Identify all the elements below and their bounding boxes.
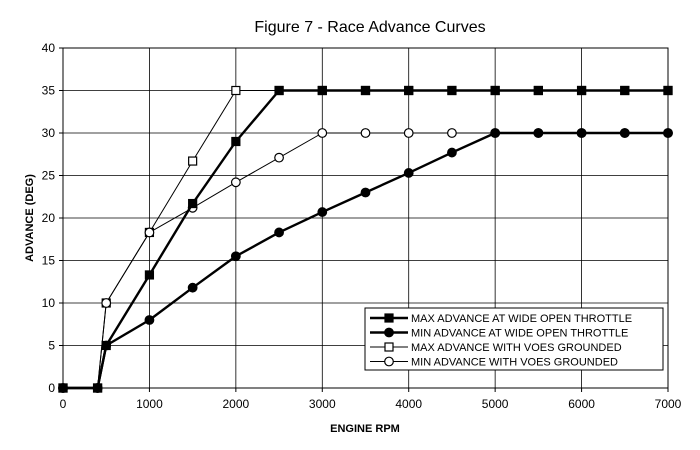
data-point-min-wot [663,128,673,138]
x-tick-label: 4000 [395,397,422,411]
data-point-max-wot [144,270,155,280]
legend-marker [384,342,394,352]
legend-item-max-wot: MAX ADVANCE AT WIDE OPEN THROTTLE [370,313,632,325]
data-point-min-wot [101,340,112,351]
chart-title: Figure 7 - Race Advance Curves [254,19,485,36]
data-point-max-wot [620,85,630,96]
legend-label: MAX ADVANCE WITH VOES GROUNDED [411,342,622,354]
legend-item-min-wot: MIN ADVANCE AT WIDE OPEN THROTTLE [370,328,628,340]
data-point-max-wot [663,85,673,96]
x-tick-label: 7000 [655,397,682,411]
x-axis-label: ENGINE RPM [330,423,400,435]
legend-marker [384,327,394,338]
series-line-min-wot [63,131,668,390]
legend-item-min-voes: MIN ADVANCE WITH VOES GROUNDED [370,357,618,369]
data-point-max-wot [490,85,500,96]
data-point-max-wot [576,85,587,96]
data-point-min-wot [447,147,457,158]
data-point-max-wot [317,85,327,96]
legend-marker [384,356,394,367]
x-tick-label: 1000 [136,397,163,411]
data-point-max-wot [231,136,241,147]
data-point-min-voes [317,128,328,138]
data-point-min-wot [360,187,371,198]
y-tick-label: 40 [42,41,56,55]
data-point-min-wot [317,207,328,217]
data-point-min-voes [447,128,457,138]
y-tick-label: 10 [42,296,56,310]
legend-box [364,307,664,371]
y-axis-ticks: 0 5 10 15 20 25 30 35 40 [42,41,63,395]
data-point-min-wot [576,128,587,138]
series-max-wot [58,85,673,393]
data-point-min-wot [533,128,544,138]
data-point-min-wot [230,251,241,262]
data-point-max-wot [360,85,371,96]
series-layer [58,85,673,393]
y-tick-label: 25 [42,169,56,183]
data-point-min-voes [101,298,112,308]
data-point-max-wot [533,85,543,96]
data-point-max-voes [231,85,241,96]
x-tick-label: 6000 [568,397,595,411]
data-point-min-wot [619,128,630,138]
y-tick-label: 5 [48,339,55,353]
data-point-min-voes [144,227,155,238]
data-point-max-wot [404,85,414,96]
data-point-min-voes [403,128,414,138]
x-tick-label: 3000 [309,397,336,411]
data-point-min-wot [58,383,68,393]
data-point-min-voes [360,128,371,138]
y-tick-label: 30 [42,126,56,140]
y-tick-label: 20 [42,211,56,225]
legend: MAX ADVANCE AT WIDE OPEN THROTTLE MIN ADV… [364,307,664,371]
x-tick-label: 0 [60,397,67,411]
data-point-min-wot [490,128,501,138]
x-tick-label: 5000 [482,397,509,411]
data-point-min-wot [92,383,103,393]
data-point-min-wot [187,282,198,293]
data-point-max-wot [188,198,198,209]
x-tick-label: 2000 [223,397,250,411]
data-point-max-wot [447,85,457,96]
series-min-wot [58,128,673,393]
data-point-max-voes [188,156,198,166]
legend-marker [384,313,394,323]
legend-item-max-voes: MAX ADVANCE WITH VOES GROUNDED [370,342,622,354]
y-tick-label: 35 [42,84,56,98]
data-point-min-wot [144,315,155,325]
data-point-min-wot [274,227,284,238]
x-axis-ticks: 0 1000 2000 3000 4000 5000 6000 7000 [60,388,682,411]
y-axis-label: ADVANCE (DEG) [24,174,36,262]
legend-label: MAX ADVANCE AT WIDE OPEN THROTTLE [411,313,632,325]
y-tick-label: 15 [42,254,56,268]
legend-label: MIN ADVANCE AT WIDE OPEN THROTTLE [411,328,628,340]
data-point-min-voes [274,152,284,163]
data-point-min-wot [403,168,414,178]
data-point-min-voes [230,177,241,188]
legend-label: MIN ADVANCE WITH VOES GROUNDED [411,357,618,369]
y-tick-label: 0 [48,381,55,395]
series-line-max-wot [63,89,668,390]
data-point-max-wot [274,85,284,96]
